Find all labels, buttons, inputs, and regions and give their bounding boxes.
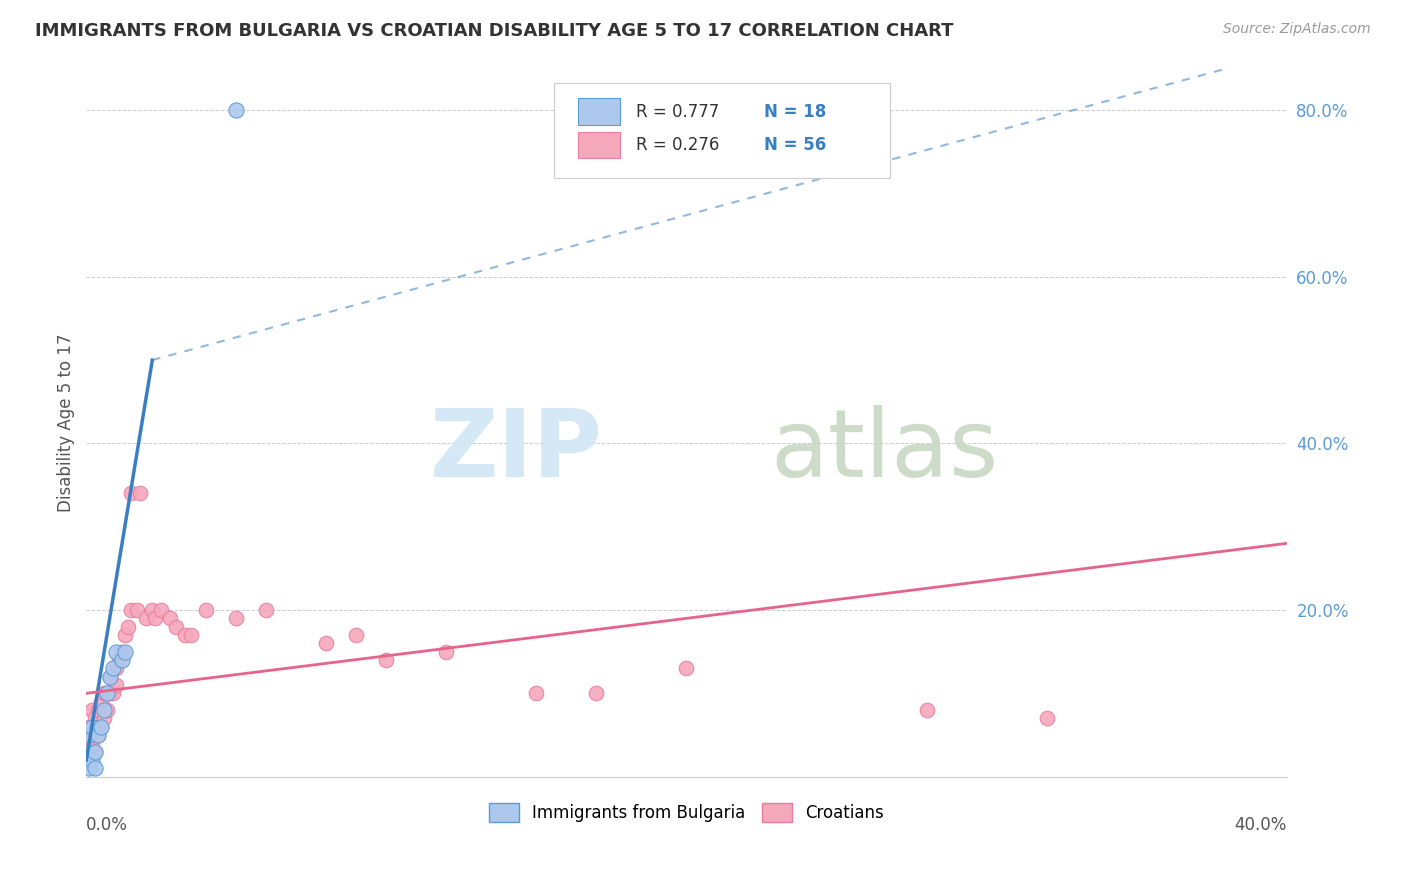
Point	[79, 745, 101, 759]
Point	[105, 645, 128, 659]
Point	[195, 603, 218, 617]
Point	[84, 711, 107, 725]
Point	[315, 636, 337, 650]
Point	[434, 645, 457, 659]
Point	[143, 611, 166, 625]
Point	[180, 628, 202, 642]
Point	[79, 761, 101, 775]
Point	[129, 486, 152, 500]
Point	[120, 603, 142, 617]
Point	[150, 603, 173, 617]
Point	[225, 103, 247, 118]
Y-axis label: Disability Age 5 to 17: Disability Age 5 to 17	[58, 334, 75, 512]
Point	[225, 611, 247, 625]
Point	[526, 686, 548, 700]
Point	[585, 686, 607, 700]
Point	[135, 611, 157, 625]
Point	[105, 678, 128, 692]
Point	[82, 703, 104, 717]
Point	[98, 686, 121, 700]
Point	[117, 620, 139, 634]
Point	[375, 653, 398, 667]
Point	[114, 628, 136, 642]
Point	[344, 628, 367, 642]
Point	[87, 720, 110, 734]
Point	[75, 745, 97, 759]
Point	[87, 703, 110, 717]
Point	[111, 645, 134, 659]
Point	[84, 745, 107, 759]
Point	[108, 653, 131, 667]
Point	[82, 720, 104, 734]
Point	[87, 728, 110, 742]
Point	[1035, 711, 1057, 725]
Point	[98, 670, 121, 684]
Point	[82, 728, 104, 742]
Point	[103, 661, 125, 675]
Point	[79, 745, 101, 759]
Point	[93, 686, 115, 700]
Legend: Immigrants from Bulgaria, Croatians: Immigrants from Bulgaria, Croatians	[482, 796, 891, 829]
Point	[75, 728, 97, 742]
Point	[93, 711, 115, 725]
Text: N = 18: N = 18	[765, 103, 827, 120]
Point	[84, 728, 107, 742]
Point	[90, 695, 112, 709]
Point	[915, 703, 938, 717]
Text: IMMIGRANTS FROM BULGARIA VS CROATIAN DISABILITY AGE 5 TO 17 CORRELATION CHART: IMMIGRANTS FROM BULGARIA VS CROATIAN DIS…	[35, 22, 953, 40]
Point	[675, 661, 697, 675]
Point	[84, 761, 107, 775]
Point	[90, 720, 112, 734]
Text: 40.0%: 40.0%	[1234, 815, 1286, 833]
Point	[159, 611, 181, 625]
Point	[114, 645, 136, 659]
Point	[105, 661, 128, 675]
Text: R = 0.276: R = 0.276	[636, 136, 720, 154]
Text: atlas: atlas	[770, 405, 998, 497]
FancyBboxPatch shape	[554, 83, 890, 178]
Point	[79, 728, 101, 742]
Point	[87, 728, 110, 742]
Bar	[578, 98, 620, 125]
Point	[79, 736, 101, 750]
Point	[75, 753, 97, 767]
Point	[127, 603, 149, 617]
Point	[98, 670, 121, 684]
Text: ZIP: ZIP	[430, 405, 602, 497]
Point	[82, 753, 104, 767]
Text: R = 0.777: R = 0.777	[636, 103, 720, 120]
Point	[174, 628, 197, 642]
Point	[96, 686, 118, 700]
Point	[82, 720, 104, 734]
Point	[103, 686, 125, 700]
Point	[111, 653, 134, 667]
Point	[79, 728, 101, 742]
Point	[82, 736, 104, 750]
Point	[93, 703, 115, 717]
Point	[90, 720, 112, 734]
Point	[141, 603, 163, 617]
Point	[96, 686, 118, 700]
Text: N = 56: N = 56	[765, 136, 827, 154]
Text: 0.0%: 0.0%	[86, 815, 128, 833]
Point	[120, 486, 142, 500]
Point	[79, 720, 101, 734]
Point	[254, 603, 277, 617]
Point	[165, 620, 187, 634]
Point	[96, 703, 118, 717]
Point	[79, 736, 101, 750]
Text: Source: ZipAtlas.com: Source: ZipAtlas.com	[1223, 22, 1371, 37]
Point	[84, 745, 107, 759]
Bar	[578, 131, 620, 159]
